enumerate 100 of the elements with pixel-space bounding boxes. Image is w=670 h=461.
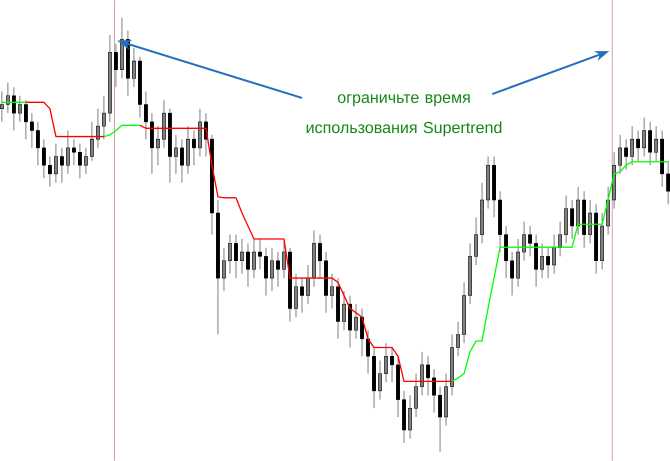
candlestick	[492, 156, 496, 218]
candlestick	[96, 108, 100, 148]
candlestick	[276, 252, 280, 287]
candlestick	[474, 217, 478, 266]
candlestick	[642, 117, 646, 157]
candlestick	[30, 112, 34, 148]
candlestick	[408, 394, 412, 439]
candlestick	[576, 186, 580, 235]
candlestick	[198, 108, 202, 157]
candlestick	[78, 143, 82, 178]
candlestick	[210, 134, 214, 235]
candlestick	[312, 230, 316, 287]
candlestick	[54, 143, 58, 183]
candlestick	[396, 356, 400, 418]
candlestick	[24, 100, 28, 140]
candlestick	[42, 138, 46, 178]
candlestick	[618, 134, 622, 174]
candlestick	[540, 243, 544, 278]
candlestick	[168, 108, 172, 183]
candlestick	[300, 278, 304, 314]
candlestick	[108, 34, 112, 122]
candlestick	[630, 126, 634, 166]
candlestick	[624, 138, 628, 170]
candlestick	[612, 152, 616, 209]
candlestick	[156, 126, 160, 166]
candlestick	[102, 95, 106, 140]
candlestick	[402, 390, 406, 444]
candlestick	[462, 282, 466, 344]
candlestick	[552, 234, 556, 274]
candlestick	[294, 273, 298, 318]
candlestick	[468, 243, 472, 304]
candlestick	[366, 330, 370, 374]
candlestick	[246, 243, 250, 287]
candlestick	[234, 234, 238, 278]
candlestick	[288, 247, 292, 322]
candlestick	[48, 156, 52, 188]
candlestick	[192, 130, 196, 166]
candlestick	[588, 200, 592, 244]
candlestick	[186, 126, 190, 174]
candlestick	[318, 234, 322, 278]
candlestick	[324, 252, 328, 314]
candlestick	[354, 304, 358, 340]
candlestick	[252, 238, 256, 278]
candlestick	[90, 122, 94, 162]
candlestick	[546, 247, 550, 278]
candlestick	[450, 334, 454, 396]
candlestick	[222, 247, 226, 292]
candlestick	[648, 122, 652, 166]
candlestick	[174, 134, 178, 174]
candlestick	[264, 247, 268, 296]
candlestick	[654, 126, 658, 162]
candlestick	[36, 122, 40, 166]
candlestick	[660, 130, 664, 188]
candlestick	[162, 100, 166, 148]
candlestick	[240, 238, 244, 274]
candlestick	[306, 264, 310, 304]
candlestick	[390, 347, 394, 382]
candlestick	[570, 200, 574, 240]
candlestick	[132, 48, 136, 88]
candlestick	[558, 221, 562, 257]
candlestick	[480, 182, 484, 244]
candlestick	[336, 278, 340, 340]
candlestick	[60, 148, 64, 183]
candlestick	[330, 273, 334, 309]
candlestick	[636, 130, 640, 162]
candlestick	[582, 190, 586, 248]
candlestick	[216, 200, 220, 335]
candlestick	[486, 156, 490, 209]
candlestick	[228, 234, 232, 274]
candlestick	[66, 130, 70, 174]
candlestick	[180, 138, 184, 183]
candlestick	[150, 112, 154, 174]
candlestick	[384, 342, 388, 382]
annotation: ограничьте время использования Supertrend	[306, 94, 502, 136]
candlestick	[444, 373, 448, 426]
candlestick	[414, 373, 418, 418]
candlestick	[72, 138, 76, 166]
candlestick	[456, 321, 460, 356]
candlestick	[534, 234, 538, 287]
candlestick	[564, 195, 568, 244]
candlestick	[504, 226, 508, 278]
candlestick	[270, 247, 274, 292]
candlestick	[84, 148, 88, 174]
candlestick	[516, 238, 520, 287]
candlestick	[0, 91, 4, 122]
candlestick	[426, 356, 430, 396]
candlestick	[438, 386, 442, 452]
candlestick	[114, 43, 118, 88]
candlestick	[348, 295, 352, 348]
candlestick	[258, 238, 262, 270]
candlestick	[528, 226, 532, 257]
candlestick	[342, 290, 346, 330]
candlestick	[606, 186, 610, 235]
candlestick	[510, 252, 514, 296]
candlestick	[18, 95, 22, 122]
candlestick	[378, 360, 382, 400]
candlestick	[498, 190, 502, 252]
candlestick	[138, 56, 142, 118]
candlestick	[144, 91, 148, 140]
candlestick	[594, 204, 598, 274]
